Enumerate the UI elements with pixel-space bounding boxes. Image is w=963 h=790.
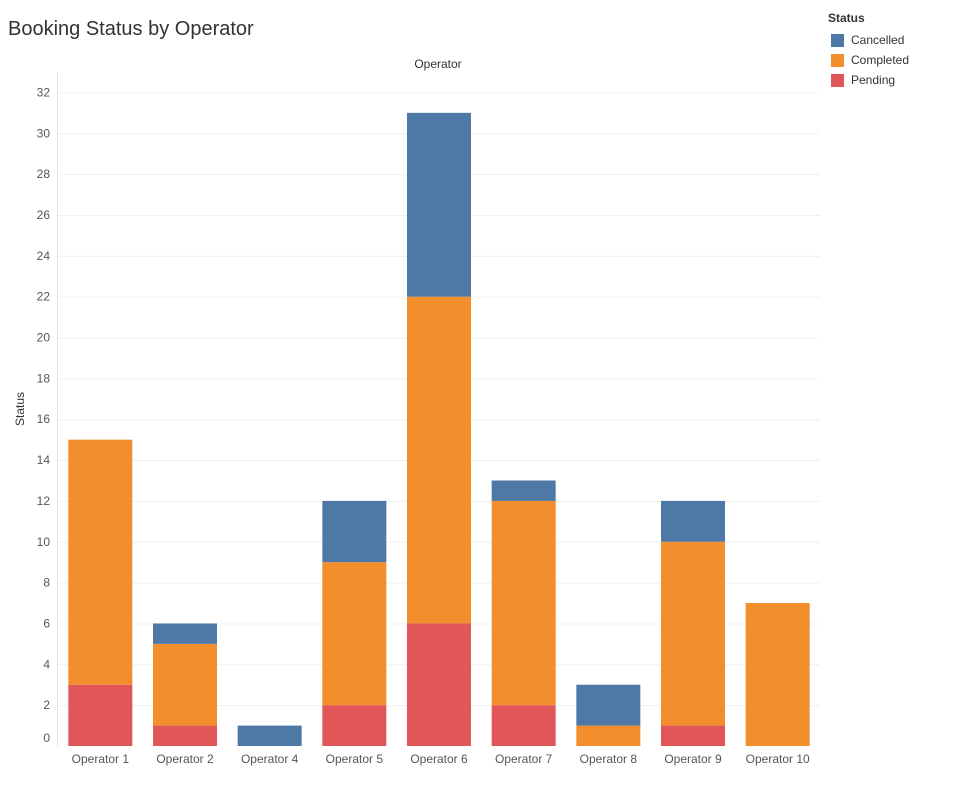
bar-segment-completed[interactable]	[153, 643, 217, 726]
column-header: Operator	[414, 57, 461, 71]
legend-label-cancelled: Cancelled	[851, 33, 905, 47]
bar-segment-pending[interactable]	[661, 725, 725, 746]
bar-segment-pending[interactable]	[68, 684, 133, 746]
bar-segment-cancelled[interactable]	[661, 500, 725, 542]
y-tick-label: 28	[37, 167, 51, 181]
bar-segment-completed[interactable]	[322, 562, 387, 706]
y-tick-label: 24	[37, 249, 51, 263]
y-tick-label: 16	[37, 412, 51, 426]
legend-swatch-pending	[831, 73, 844, 87]
bar-segment-completed[interactable]	[491, 500, 556, 706]
y-tick-label: 6	[43, 616, 50, 630]
y-tick-label: 32	[37, 85, 51, 99]
x-tick-label: Operator 4	[241, 752, 299, 766]
x-tick-label: Operator 9	[664, 752, 722, 766]
bar-segment-cancelled[interactable]	[491, 480, 556, 501]
y-tick-label: 2	[43, 698, 50, 712]
y-tick-label: 10	[37, 535, 51, 549]
bar-segment-pending[interactable]	[407, 623, 471, 746]
legend-swatch-cancelled	[831, 33, 844, 47]
bar-segment-cancelled[interactable]	[407, 112, 471, 297]
y-tick-label: 12	[37, 494, 51, 508]
x-tick-label: Operator 10	[746, 752, 810, 766]
legend-title: Status	[828, 11, 865, 25]
bar-segment-completed[interactable]	[68, 439, 133, 685]
bars	[68, 112, 810, 746]
x-tick-label: Operator 2	[156, 752, 214, 766]
y-tick-label: 30	[37, 126, 51, 140]
y-tick-label: 20	[37, 331, 51, 345]
bar-segment-completed[interactable]	[576, 725, 641, 746]
bar-segment-pending[interactable]	[322, 705, 387, 746]
legend-label-pending: Pending	[851, 73, 896, 87]
y-tick-label: 4	[43, 657, 50, 671]
legend-swatch-completed	[831, 53, 844, 67]
legend: Status Cancelled Completed Pending	[828, 11, 909, 90]
legend-label-completed: Completed	[851, 53, 910, 67]
y-tick-label: 22	[37, 290, 51, 304]
bar-segment-cancelled[interactable]	[237, 725, 302, 746]
y-tick-label: 18	[37, 371, 51, 385]
x-tick-label: Operator 8	[580, 752, 638, 766]
x-tick-label: Operator 7	[495, 752, 553, 766]
y-tick-label: 8	[43, 576, 50, 590]
bar-segment-cancelled[interactable]	[576, 684, 641, 726]
bar-segment-cancelled[interactable]	[153, 623, 217, 644]
chart-title: Booking Status by Operator	[8, 18, 254, 40]
legend-item-completed[interactable]: Completed	[828, 50, 909, 70]
x-tick-label: Operator 1	[72, 752, 130, 766]
legend-item-cancelled[interactable]: Cancelled	[828, 30, 909, 50]
bar-segment-completed[interactable]	[407, 296, 471, 624]
bar-segment-pending[interactable]	[491, 705, 556, 746]
x-tick-label: Operator 5	[326, 752, 384, 766]
bar-segment-completed[interactable]	[661, 541, 725, 726]
y-axis-label: Status	[13, 392, 27, 426]
y-tick-label: 0	[43, 731, 50, 745]
bar-segment-completed[interactable]	[745, 603, 810, 746]
x-axis-ticks: Operator 1 Operator 2 Operator 4 Operator 5…	[72, 752, 810, 766]
bar-segment-cancelled[interactable]	[322, 500, 387, 563]
bar-segment-pending[interactable]	[153, 725, 217, 746]
x-tick-label: Operator 6	[410, 752, 468, 766]
y-tick-label: 26	[37, 208, 51, 222]
legend-item-pending[interactable]: Pending	[828, 70, 909, 90]
y-tick-label: 14	[37, 453, 51, 467]
